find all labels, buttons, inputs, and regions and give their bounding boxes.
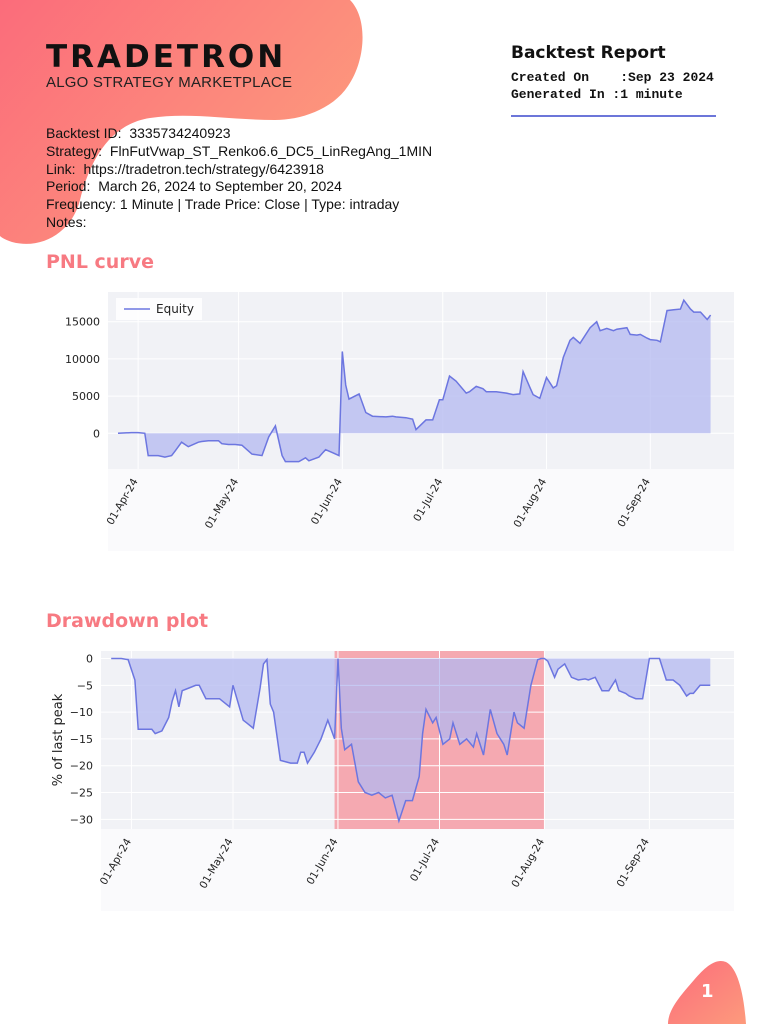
period-label: Period: [46, 178, 91, 195]
frequency-row: Frequency: 1 Minute | Trade Price: Close… [46, 196, 400, 213]
created-value: Sep 23 2024 [628, 70, 714, 85]
y-axis-label: % of last peak [51, 693, 66, 786]
generated-label: Generated In [511, 87, 605, 102]
page-number: 1 [701, 981, 714, 1002]
y-tick-label: −30 [70, 813, 93, 826]
y-tick-label: −25 [70, 787, 93, 800]
x-axis-band [108, 469, 734, 551]
y-tick-label: −5 [77, 679, 93, 692]
y-tick-label: 0 [93, 427, 100, 440]
backtest-id-label: Backtest ID: [46, 125, 122, 141]
report-header: Backtest Report Created On :Sep 23 2024 … [511, 43, 716, 117]
y-tick-label: −10 [70, 706, 93, 719]
strategy-value: FlnFutVwap_ST_Renko6.6_DC5_LinRegAng_1MI… [109, 142, 433, 159]
y-tick-label: 5000 [72, 390, 100, 403]
created-label: Created On [511, 70, 590, 85]
generated-value: 1 minute [620, 87, 683, 102]
backtest-info: Backtest ID: 3335734240923 Strategy: Fln… [46, 125, 432, 232]
pnl-section-title: PNL curve [46, 251, 154, 273]
notes-row: Notes: [46, 213, 87, 230]
series-line [117, 298, 712, 463]
report-meta: Created On :Sep 23 2024 Generated In :1 … [511, 70, 714, 102]
legend-box [116, 298, 202, 320]
brand-logo: TRADETRON ALGO STRATEGY MARKETPLACE [46, 40, 292, 91]
strategy-label: Strategy: [46, 142, 103, 159]
x-axis-band [101, 829, 734, 911]
period-row: Period: March 26, 2024 to September 20, … [46, 178, 432, 196]
period-value: March 26, 2024 to September 20, 2024 [98, 178, 342, 195]
logo-subtitle: ALGO STRATEGY MARKETPLACE [46, 74, 293, 91]
y-tick-label: −20 [70, 760, 93, 773]
link-row: Link: https://tradetron.tech/strategy/64… [46, 161, 432, 179]
strategy-link[interactable]: https://tradetron.tech/strategy/6423918 [83, 160, 324, 177]
backtest-id-row: Backtest ID: 3335734240923 [46, 125, 432, 143]
y-tick-label: −15 [70, 733, 93, 746]
report-title: Backtest Report [511, 43, 666, 63]
logo-title: TRADETRON [46, 39, 287, 75]
y-tick-label: 10000 [65, 353, 100, 366]
drawdown-section-title: Drawdown plot [46, 610, 209, 632]
link-label: Link: [46, 160, 76, 177]
series-line [111, 657, 711, 824]
y-tick-label: 0 [86, 653, 93, 666]
backtest-id-value: 3335734240923 [129, 125, 231, 141]
series-area [118, 300, 711, 462]
strategy-row: Strategy: FlnFutVwap_ST_Renko6.6_DC5_Lin… [46, 143, 432, 161]
legend-label: Equity [156, 302, 194, 316]
series-area [111, 658, 711, 821]
report-divider [511, 115, 716, 117]
y-tick-label: 15000 [65, 316, 100, 329]
